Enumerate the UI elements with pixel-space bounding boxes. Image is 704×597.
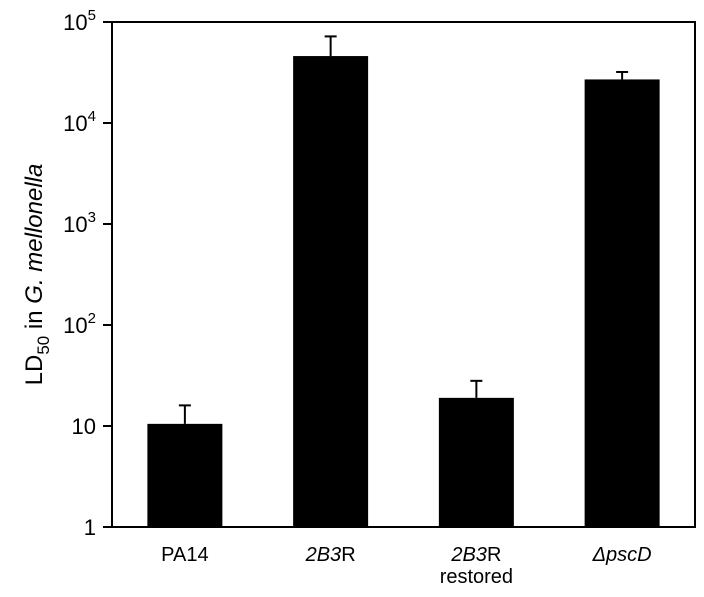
y-tick-label: 1 — [84, 515, 96, 540]
bar — [293, 56, 369, 527]
y-ticks: 1 10 102 103 104 105 — [63, 7, 112, 540]
y-tick-label: 105 — [63, 7, 96, 35]
x-tick-label-line2: restored — [440, 566, 513, 588]
x-tick-label: 2B3R — [450, 544, 501, 566]
axes — [111, 21, 696, 528]
bars — [147, 56, 660, 528]
error-bars — [178, 35, 629, 424]
y-tick-label: 104 — [63, 108, 96, 136]
x-tick-label: PA14 — [161, 544, 208, 566]
bar — [584, 79, 660, 528]
y-tick-label: 102 — [63, 310, 96, 338]
x-tick-label: 2B3R — [305, 544, 356, 566]
bar — [147, 423, 223, 527]
plot-frame — [111, 21, 696, 528]
y-tick-label: 103 — [63, 209, 96, 237]
y-axis-label: LD50 in G. mellonella — [21, 164, 53, 386]
bar — [438, 397, 514, 527]
x-tick-label: ΔpscD — [592, 544, 652, 566]
y-tick-label: 10 — [72, 414, 96, 439]
